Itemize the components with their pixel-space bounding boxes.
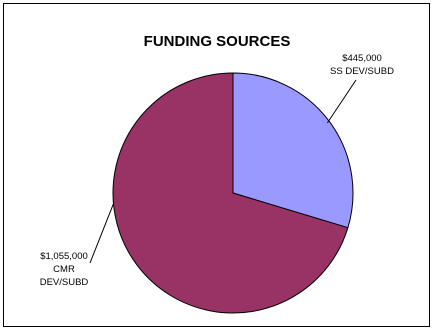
slice-label-name-cmr-line1: CMR bbox=[53, 264, 75, 275]
leader-line-ss bbox=[326, 79, 357, 124]
chart-area: FUNDING SOURCES $445,000 SS DEV/SUBD $1,… bbox=[3, 3, 430, 327]
slice-label-value-ss: $445,000 bbox=[342, 53, 382, 64]
chart-title: FUNDING SOURCES bbox=[144, 33, 291, 50]
pie-chart: FUNDING SOURCES $445,000 SS DEV/SUBD $1,… bbox=[40, 33, 394, 314]
slice-label-name-ss: SS DEV/SUBD bbox=[330, 66, 394, 77]
leader-lines bbox=[89, 79, 357, 264]
pie-slice-cmr-dev-subd bbox=[112, 72, 349, 314]
pie-slices bbox=[112, 72, 354, 314]
slice-label-name-cmr-line2: DEV/SUBD bbox=[40, 277, 89, 288]
pie-slice-ss-dev-subd bbox=[232, 72, 354, 229]
leader-line-cmr bbox=[89, 203, 114, 264]
slice-label-value-cmr: $1,055,000 bbox=[40, 251, 88, 262]
